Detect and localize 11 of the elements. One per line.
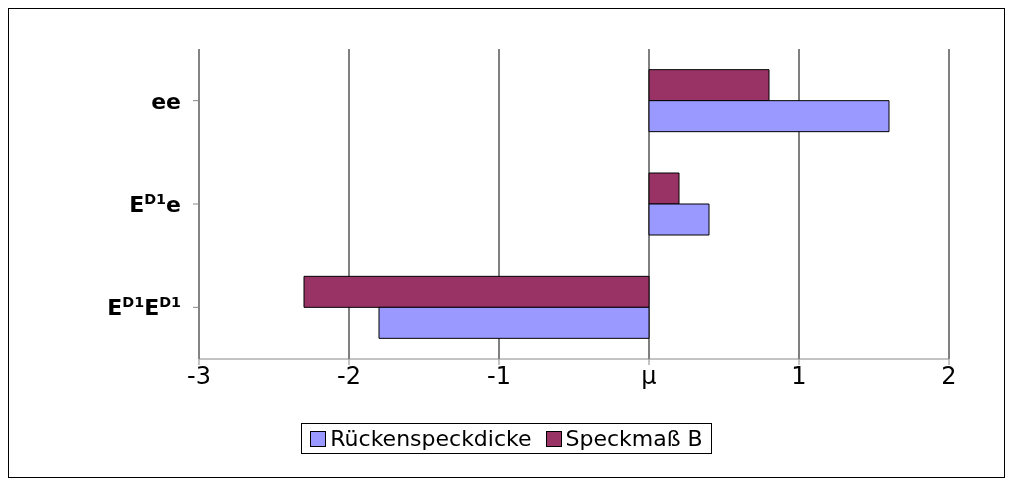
x-tick-label: -2 [337, 362, 361, 391]
y-tick-label: E$^{D1}$E$^{D1}$ [107, 294, 181, 321]
x-tick-label: -1 [487, 362, 511, 391]
legend-label: Speckmaß B [565, 426, 703, 451]
x-tick-label: 2 [941, 362, 957, 391]
y-tick-label: E$^{D1}$e [129, 191, 181, 217]
x-tick-label: -3 [187, 362, 211, 391]
x-tick-label: 1 [791, 362, 807, 391]
legend-label: Rückenspeckdicke [330, 426, 532, 451]
x-tick-label: μ [641, 362, 657, 391]
y-tick-label: ee [151, 88, 181, 114]
